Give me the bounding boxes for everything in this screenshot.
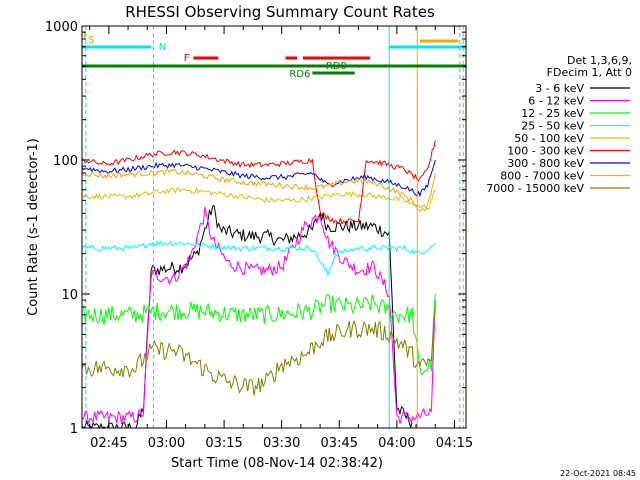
flag-label-n: N xyxy=(159,42,166,53)
legend-label-2: 12 - 25 keV xyxy=(521,107,584,120)
x-tick-label-4: 03:45 xyxy=(321,436,358,451)
y-axis-label: Count Rate (s-1 detector-1) xyxy=(26,138,41,316)
series-line-5 xyxy=(81,140,436,225)
y-axis: 1 10 100 1000 xyxy=(45,20,466,437)
legend-label-3: 25 - 50 keV xyxy=(521,120,584,133)
flag-label-f: F xyxy=(184,53,190,64)
flag-label-rd0: RD0 xyxy=(326,61,347,72)
y-tick-label-100: 100 xyxy=(53,154,78,169)
x-tick-label-3: 03:30 xyxy=(263,436,300,451)
legend-label-1: 6 - 12 keV xyxy=(528,95,584,108)
flag-label-i: I xyxy=(83,30,86,41)
series-line-2 xyxy=(82,293,436,376)
chart-title: RHESSI Observing Summary Count Rates xyxy=(125,3,435,21)
date-stamp: 22-Oct-2021 08:45 xyxy=(560,469,636,478)
y-tick-label-1000: 1000 xyxy=(45,20,78,35)
series-line-0 xyxy=(81,205,413,430)
series-line-8 xyxy=(81,306,436,396)
x-tick-label-1: 03:00 xyxy=(148,436,185,451)
x-tick-label-6: 04:15 xyxy=(436,436,473,451)
legend-label-5: 100 - 300 keV xyxy=(507,145,584,158)
x-axis-label: Start Time (08-Nov-14 02:38:42) xyxy=(171,456,383,471)
legend-label-8: 7000 - 15000 keV xyxy=(486,182,584,195)
plot-frame xyxy=(81,25,467,429)
flag-label-s: S xyxy=(88,35,94,46)
y-tick-label-10: 10 xyxy=(61,288,78,303)
legend-label-6: 300 - 800 keV xyxy=(507,157,584,170)
flag-bars: I S N F RD0 RD6 xyxy=(82,26,466,428)
y-tick-label-1: 1 xyxy=(70,422,78,437)
x-tick-label-2: 03:15 xyxy=(205,436,242,451)
legend-label-4: 50 - 100 keV xyxy=(514,132,584,145)
legend-header-0: Det 1,3,6,9, xyxy=(567,54,632,67)
series-line-6 xyxy=(81,159,436,198)
plot-area: I S N F RD0 RD6 xyxy=(81,26,466,430)
x-tick-label-5: 04:00 xyxy=(378,436,415,451)
series-line-1 xyxy=(82,206,436,424)
x-axis: 02:45 03:00 03:15 03:30 03:45 04:00 04:15 xyxy=(89,26,473,451)
x-tick-label-0: 02:45 xyxy=(90,436,127,451)
flag-label-rd6: RD6 xyxy=(289,69,310,80)
legend-label-0: 3 - 6 keV xyxy=(535,82,584,95)
legend-header-1: FDecim 1, Att 0 xyxy=(547,66,632,79)
series-line-3 xyxy=(81,240,436,277)
series-line-7 xyxy=(81,168,436,211)
legend-label-7: 800 - 7000 keV xyxy=(500,170,584,183)
series-line-4 xyxy=(81,187,436,212)
